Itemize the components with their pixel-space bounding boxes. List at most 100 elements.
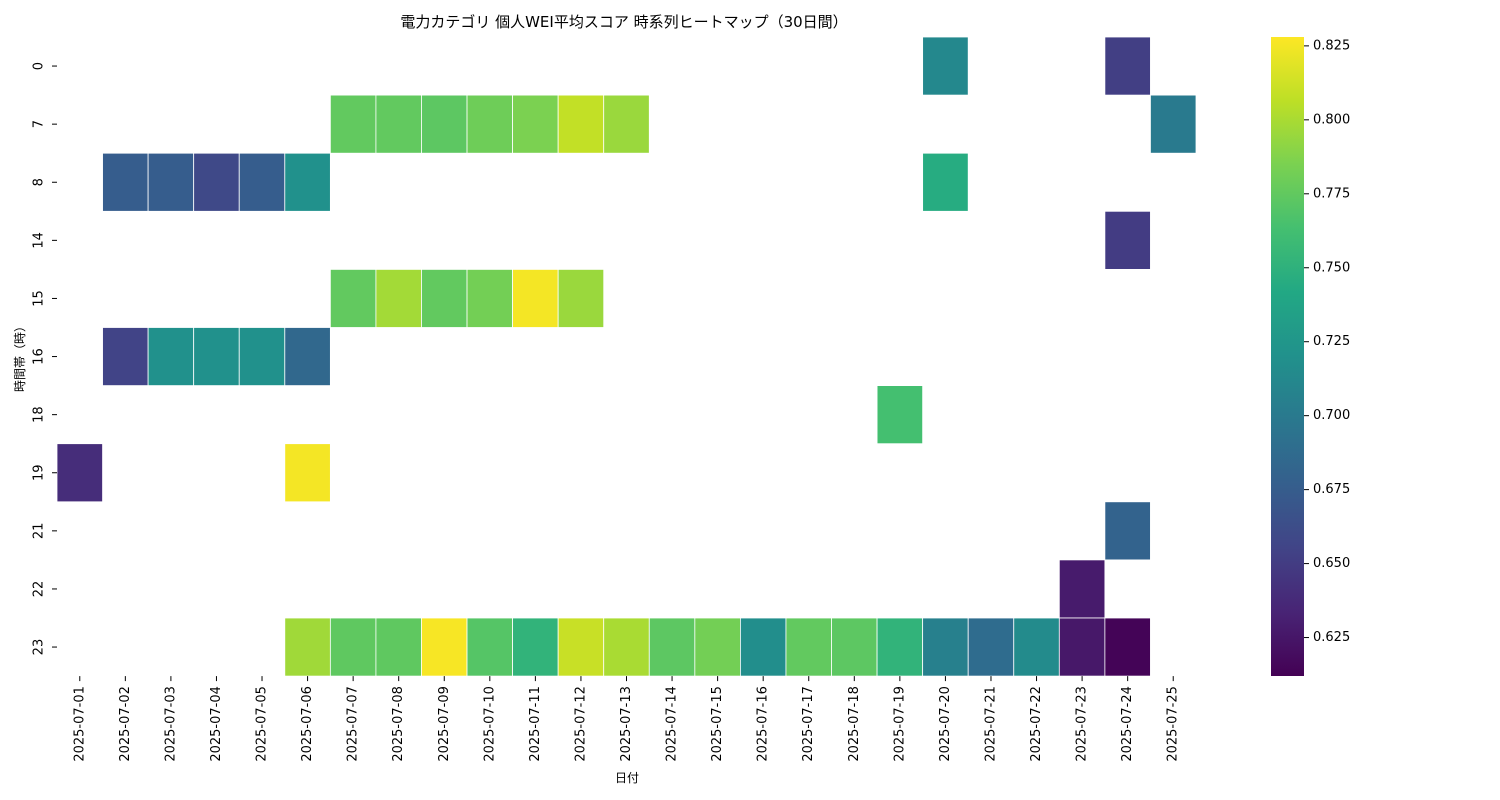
heatmap-cell: [375, 268, 422, 328]
x-tick-label: 2025-07-24: [1120, 686, 1135, 762]
heatmap-cell: [375, 94, 422, 154]
x-tick-label: 2025-07-10: [482, 686, 497, 762]
colorbar: 0.625 0.650 0.675 0.700 0.725 0.750 0.775 0.800…: [1271, 37, 1350, 676]
heatmap-cell: [1104, 617, 1151, 677]
heatmap-cell: [603, 617, 650, 677]
heatmap-cell: [102, 152, 149, 212]
y-axis-ticks: 0 7 8 14 15 16 18 19 21 22 23: [32, 62, 57, 656]
colorbar-tick-label: 0.700: [1313, 408, 1350, 423]
y-tick-label: 19: [32, 464, 47, 481]
heatmap-cell: [512, 617, 559, 677]
heatmap-cell: [694, 617, 741, 677]
heatmap-cells: [56, 36, 1197, 677]
heatmap-cell: [466, 617, 514, 677]
heatmap-cell: [922, 617, 969, 677]
y-tick-label: 16: [32, 348, 47, 365]
heatmap-cell: [193, 327, 240, 386]
heatmap-cell: [512, 94, 559, 154]
heatmap-cell: [238, 327, 286, 386]
y-tick-label: 21: [32, 523, 47, 540]
y-axis-title: 時間帯（時）: [13, 320, 27, 392]
y-tick-label: 22: [32, 581, 47, 598]
heatmap-cell: [466, 268, 514, 328]
heatmap-cell: [284, 617, 331, 677]
heatmap-cell: [557, 94, 605, 154]
x-tick-label: 2025-07-15: [710, 686, 725, 762]
heatmap-cell: [557, 617, 605, 677]
chart-title: 電力カテゴリ 個人WEI平均スコア 時系列ヒートマップ（30日間）: [400, 13, 847, 31]
y-tick-label: 7: [32, 120, 47, 128]
heatmap-cell: [557, 268, 605, 328]
heatmap-cell: [648, 617, 696, 677]
heatmap-cell: [421, 94, 468, 154]
x-tick-label: 2025-07-12: [573, 686, 588, 762]
x-tick-label: 2025-07-13: [619, 686, 634, 762]
x-tick-label: 2025-07-09: [437, 686, 452, 762]
heatmap-cell: [603, 94, 650, 154]
heatmap-cell: [831, 617, 878, 677]
colorbar-tick-label: 0.775: [1313, 186, 1350, 201]
heatmap-cell: [421, 617, 468, 677]
x-tick-label: 2025-07-19: [892, 686, 907, 762]
colorbar-tick-label: 0.625: [1313, 630, 1350, 645]
colorbar-tick-label: 0.675: [1313, 482, 1350, 497]
heatmap-cell: [1058, 559, 1106, 619]
x-tick-label: 2025-07-23: [1075, 686, 1090, 762]
heatmap-cell: [740, 617, 787, 677]
x-tick-label: 2025-07-03: [163, 686, 178, 762]
x-tick-label: 2025-07-05: [255, 686, 270, 762]
heatmap-cell: [147, 152, 195, 212]
heatmap-cell: [922, 152, 969, 212]
heatmap-cell: [876, 385, 924, 445]
x-axis-ticks: 2025-07-01 2025-07-02 2025-07-03 2025-07-04…: [72, 676, 1181, 762]
x-tick-label: 2025-07-21: [983, 686, 998, 762]
colorbar-tick-label: 0.725: [1313, 334, 1350, 349]
y-tick-label: 18: [32, 406, 47, 423]
y-tick-label: 23: [32, 639, 47, 656]
x-tick-label: 2025-07-06: [300, 686, 315, 762]
heatmap-cell: [284, 152, 331, 212]
x-tick-label: 2025-07-18: [847, 686, 862, 762]
x-tick-label: 2025-07-22: [1029, 686, 1044, 762]
heatmap-cell: [512, 268, 559, 328]
y-tick-label: 8: [32, 178, 47, 186]
heatmap-cell: [102, 327, 149, 386]
y-tick-label: 14: [32, 232, 47, 249]
x-tick-label: 2025-07-14: [665, 686, 680, 762]
heatmap-cell: [785, 617, 832, 677]
colorbar-tick-label: 0.825: [1313, 38, 1350, 53]
colorbar-tick-label: 0.650: [1313, 556, 1350, 571]
colorbar-gradient: [1271, 37, 1304, 676]
heatmap-cell: [1104, 501, 1151, 561]
heatmap-cell: [238, 152, 286, 212]
heatmap-cell: [375, 617, 422, 677]
x-tick-label: 2025-07-04: [209, 686, 224, 762]
heatmap-cell: [1104, 36, 1151, 96]
heatmap-cell: [329, 268, 377, 328]
x-tick-label: 2025-07-07: [346, 686, 361, 762]
heatmap-cell: [967, 617, 1015, 677]
x-axis-title: 日付: [615, 771, 639, 785]
colorbar-tick-label: 0.750: [1313, 260, 1350, 275]
x-tick-label: 2025-07-08: [391, 686, 406, 762]
heatmap-cell: [284, 443, 331, 503]
heatmap-cell: [329, 94, 377, 154]
heatmap-cell: [1058, 617, 1106, 677]
x-tick-label: 2025-07-11: [528, 686, 543, 762]
heatmap-cell: [147, 327, 195, 386]
x-tick-label: 2025-07-20: [938, 686, 953, 762]
heatmap-cell: [1013, 617, 1060, 677]
heatmap-cell: [56, 443, 103, 503]
heatmap-cell: [421, 268, 468, 328]
heatmap-cell: [329, 617, 377, 677]
x-tick-label: 2025-07-01: [72, 686, 87, 762]
heatmap-cell: [876, 617, 924, 677]
x-tick-label: 2025-07-25: [1166, 686, 1181, 762]
x-tick-label: 2025-07-02: [118, 686, 133, 762]
x-tick-label: 2025-07-17: [801, 686, 816, 762]
y-tick-label: 15: [32, 290, 47, 307]
heatmap-cell: [466, 94, 514, 154]
colorbar-tick-label: 0.800: [1313, 112, 1350, 127]
x-tick-label: 2025-07-16: [756, 686, 771, 762]
